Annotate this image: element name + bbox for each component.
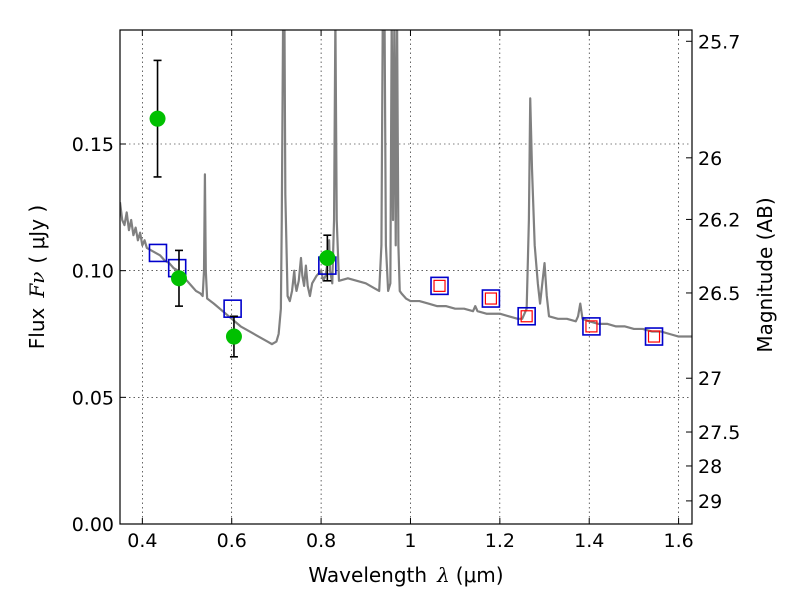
model-photometry-square bbox=[517, 306, 536, 326]
x-tick-label: 1.4 bbox=[574, 530, 604, 552]
right-tick-label: 27.5 bbox=[698, 422, 740, 444]
y-tick-label: 0.00 bbox=[72, 514, 114, 536]
y-axis-label-symbol: Fν bbox=[25, 272, 49, 299]
y-tick-label: 0.10 bbox=[72, 261, 114, 283]
model-photometry-square bbox=[148, 243, 168, 263]
axis-ticks: 0.4 0.6 0.8 1 1.2 1.4 1.6 0.00 0.05 0.10 0.15 25.7 2… bbox=[72, 30, 740, 552]
y-axis-label-prefix: Flux bbox=[25, 307, 49, 349]
x-axis-label-unit: (μm) bbox=[456, 563, 504, 587]
right-tick-label: 28 bbox=[698, 456, 722, 478]
model-photometry-square bbox=[582, 317, 601, 336]
measured-flux-point bbox=[225, 328, 242, 345]
right-tick-label: 29 bbox=[698, 491, 722, 513]
x-tick-label: 1.6 bbox=[663, 530, 693, 552]
model-spectrum-line bbox=[120, 30, 692, 346]
plot-area bbox=[120, 30, 692, 524]
model-photometry-inner-square bbox=[484, 292, 498, 305]
x-tick-label: 1 bbox=[404, 530, 416, 552]
model-photometry-square bbox=[481, 289, 501, 308]
x-tick-label: 1.2 bbox=[485, 530, 515, 552]
x-axis-label-symbol: λ bbox=[436, 563, 450, 587]
y-tick-label: 0.15 bbox=[72, 134, 114, 156]
model-photometry-inner-square bbox=[520, 310, 533, 323]
model-photometry-inner-square bbox=[585, 320, 598, 333]
right-tick-label: 25.7 bbox=[698, 31, 740, 53]
model-photometry-square bbox=[644, 327, 664, 346]
model-photometry-inner-square bbox=[647, 330, 661, 343]
axes-frame bbox=[119, 29, 693, 525]
measured-flux-point bbox=[319, 250, 336, 266]
x-tick-label: 0.8 bbox=[306, 530, 336, 552]
right-tick-label: 26 bbox=[698, 148, 722, 170]
y-axis-label: Flux Fν ( μJy ) bbox=[25, 205, 49, 349]
right-tick-label: 26.2 bbox=[698, 209, 740, 231]
y-tick-label: 0.05 bbox=[72, 387, 114, 409]
x-axis-label-prefix: Wavelength bbox=[308, 563, 427, 587]
plot-background bbox=[120, 30, 692, 524]
model-photometry-square bbox=[223, 299, 242, 318]
y-axis-label-unit: ( μJy ) bbox=[25, 205, 49, 264]
x-tick-label: 0.6 bbox=[217, 530, 247, 552]
model-photometry-square bbox=[430, 276, 449, 296]
right-axis-label: Magnitude (AB) bbox=[753, 197, 777, 352]
x-axis-label: Wavelength λ (μm) bbox=[308, 563, 503, 587]
right-tick-label: 26.5 bbox=[698, 283, 740, 305]
plot-content bbox=[120, 30, 692, 358]
grid-lines bbox=[120, 30, 692, 524]
measured-flux-point bbox=[149, 110, 166, 127]
model-photometry-inner-square bbox=[433, 279, 446, 292]
x-tick-label: 0.4 bbox=[127, 530, 157, 552]
right-tick-label: 27 bbox=[698, 368, 722, 390]
measured-flux-point bbox=[170, 270, 187, 287]
